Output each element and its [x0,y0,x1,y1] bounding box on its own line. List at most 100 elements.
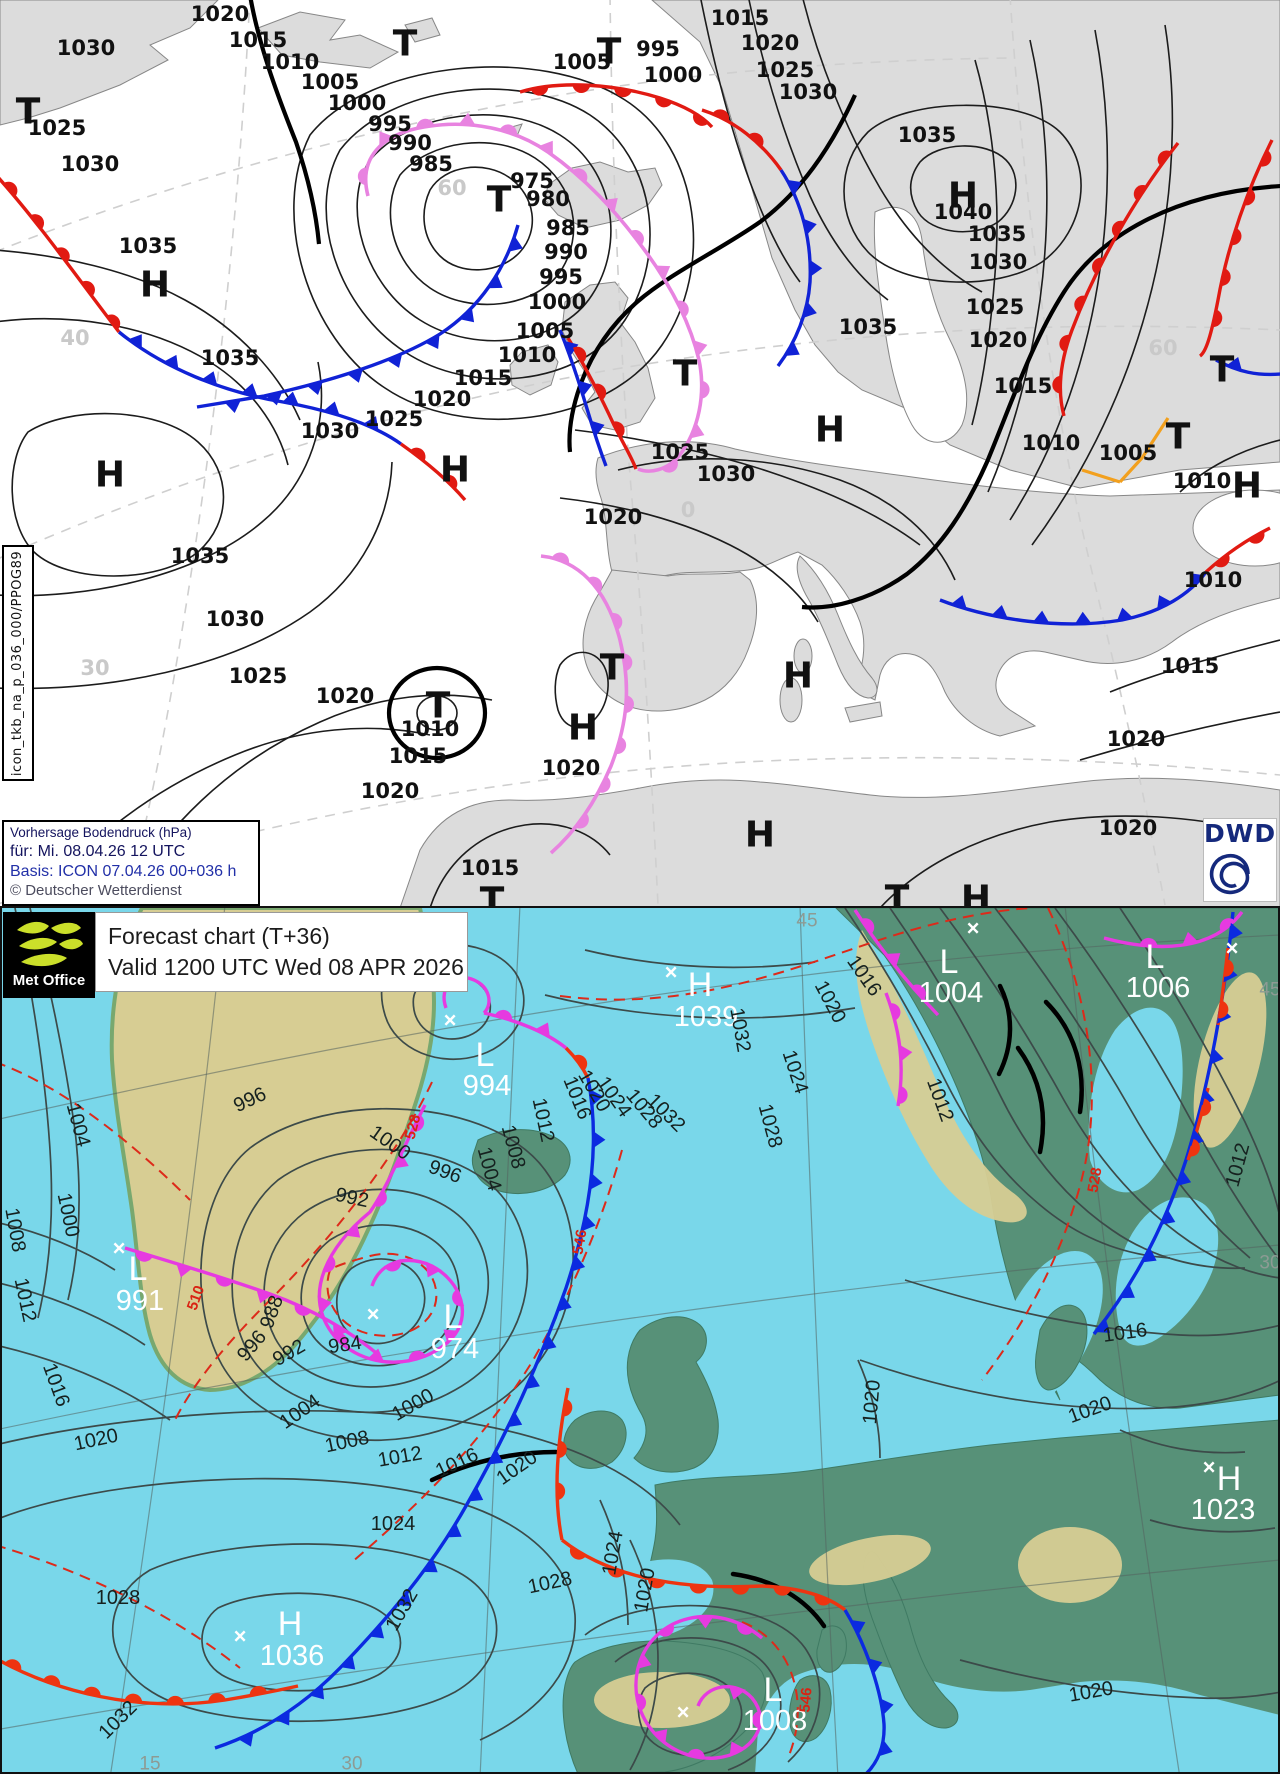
map-label-1010: 1010 [1184,568,1242,592]
map-label-1020: 1020 [584,505,642,529]
dwd-product-id-box: icon_tkb_na_p_036_000/PPOG89 [2,545,34,781]
occl-front-symbol [393,1152,409,1169]
map-label-1030: 1030 [61,152,119,176]
occl-front-symbol [135,1250,154,1262]
map-label-1036: 1036 [260,1640,325,1672]
map-label-1030: 1030 [301,419,359,443]
warm-front-symbol [747,132,764,148]
warm-front-symbol [561,1398,573,1417]
occl-front-symbol [534,1022,551,1039]
map-label-1020: 1020 [741,31,799,55]
met-header-box: Forecast chart (T+36) Valid 1200 UTC Wed… [95,912,468,992]
warm-front-symbol [551,552,569,565]
occl-front-symbol [654,265,671,281]
cold-front-symbol [281,391,300,407]
cold-front-symbol [445,1522,462,1538]
occl-front-symbol [411,1114,425,1132]
cold-front-symbol [346,367,364,383]
map-label-1039: 1039 [674,1001,739,1033]
occl-front-symbol [1219,918,1236,933]
occl-front-symbol [602,198,618,214]
warm-front-symbol [1218,1000,1229,1019]
warm-front-symbol [249,1686,268,1697]
map-label-974: 974 [431,1333,479,1365]
warm-front-symbol [441,474,458,491]
dwd-surface-pressure-chart: 10201015101010051000995990985T1030T10251… [0,0,1280,908]
met-landmasses [109,908,1280,1774]
occl-front-symbol [256,1288,274,1304]
map-label-30: 30 [80,656,109,680]
warm-front-symbol [647,1577,666,1589]
map-label-1020: 1020 [1107,727,1165,751]
map-label-1035: 1035 [171,544,229,568]
warm-front-symbol [1052,375,1062,394]
map-label-T: T [597,32,622,73]
map-label-H: H [568,708,598,749]
map-label-L: L [129,1250,148,1288]
map-label-1010: 1010 [261,50,319,74]
cold-front-symbol [949,595,968,611]
warm-front-symbol [1219,268,1231,286]
map-label-1015: 1015 [461,856,519,880]
map-label-1040: 1040 [934,200,992,224]
met-thickness-lines [0,908,1093,1759]
map-label-L: L [476,1036,495,1074]
occl-front-symbol [366,1348,385,1364]
occl-front-symbol [686,1748,705,1760]
occl-front-symbol [452,1288,465,1307]
warm-front-symbol [530,85,549,96]
map-label-985: 985 [546,216,590,240]
occl-front-symbol [322,1255,336,1273]
map-label-15: 15 [139,1754,160,1774]
cold-front-symbol [801,301,817,319]
occl-front-symbol [688,421,705,439]
map-label-60: 60 [1148,336,1177,360]
map-label-1035: 1035 [968,222,1026,246]
map-label-1020: 1020 [1099,816,1157,840]
cold-front-symbol [162,354,179,371]
dwd-info-copyright: © Deutscher Wetterdienst [10,881,182,899]
cold-front-symbol [556,1294,572,1312]
warm-front-symbol [1059,334,1071,353]
cold-front-symbol [487,1448,504,1465]
warm-front-symbol [555,1482,566,1501]
dwd-isobars [0,0,1280,908]
map-label-1020: 1020 [969,328,1027,352]
map-label-L: L [444,1298,463,1336]
warm-front-symbol [569,1545,587,1560]
map-label-991: 991 [116,1285,164,1317]
map-label-0: 0 [681,498,696,522]
map-label-L: L [1146,938,1165,976]
map-label-1023: 1023 [1191,1494,1256,1526]
warm-front-symbol [624,695,634,714]
cold-front-symbol [308,1683,325,1700]
map-label-1030: 1030 [57,36,115,60]
warm-front-symbol [1247,530,1265,544]
dwd-logo: DWD [1203,818,1277,902]
occl-front-symbol [700,380,710,399]
met-office-logo: Met Office [3,912,95,998]
warm-front-symbol [693,111,710,126]
occl-front-symbol [458,112,477,127]
map-label-1005: 1005 [516,319,574,343]
map-label-1025: 1025 [756,58,814,82]
occl-front-symbol [416,118,435,130]
cold-front-symbol [423,333,440,350]
dwd-info-valid-time: für: Mi. 08.04.26 12 UTC [10,842,186,860]
map-label-1010: 1010 [1022,431,1080,455]
cold-front-symbol [126,334,142,351]
cold-front-symbol [265,390,283,406]
cold-front-symbol [385,352,403,368]
warm-front-symbol [593,383,607,401]
dwd-fronts [0,83,1280,855]
occl-front-symbol [425,1261,442,1278]
cold-front-symbol [395,1590,412,1606]
map-label-×: × [1203,1455,1216,1480]
occl-front-symbol [443,1329,460,1345]
occl-front-symbol [373,1189,387,1207]
cold-front-symbol [305,380,324,396]
warm-front-symbol [1242,187,1256,206]
map-label-×: × [1226,936,1239,961]
occl-front-symbol [571,168,588,184]
warm-front-symbol [1223,958,1234,977]
